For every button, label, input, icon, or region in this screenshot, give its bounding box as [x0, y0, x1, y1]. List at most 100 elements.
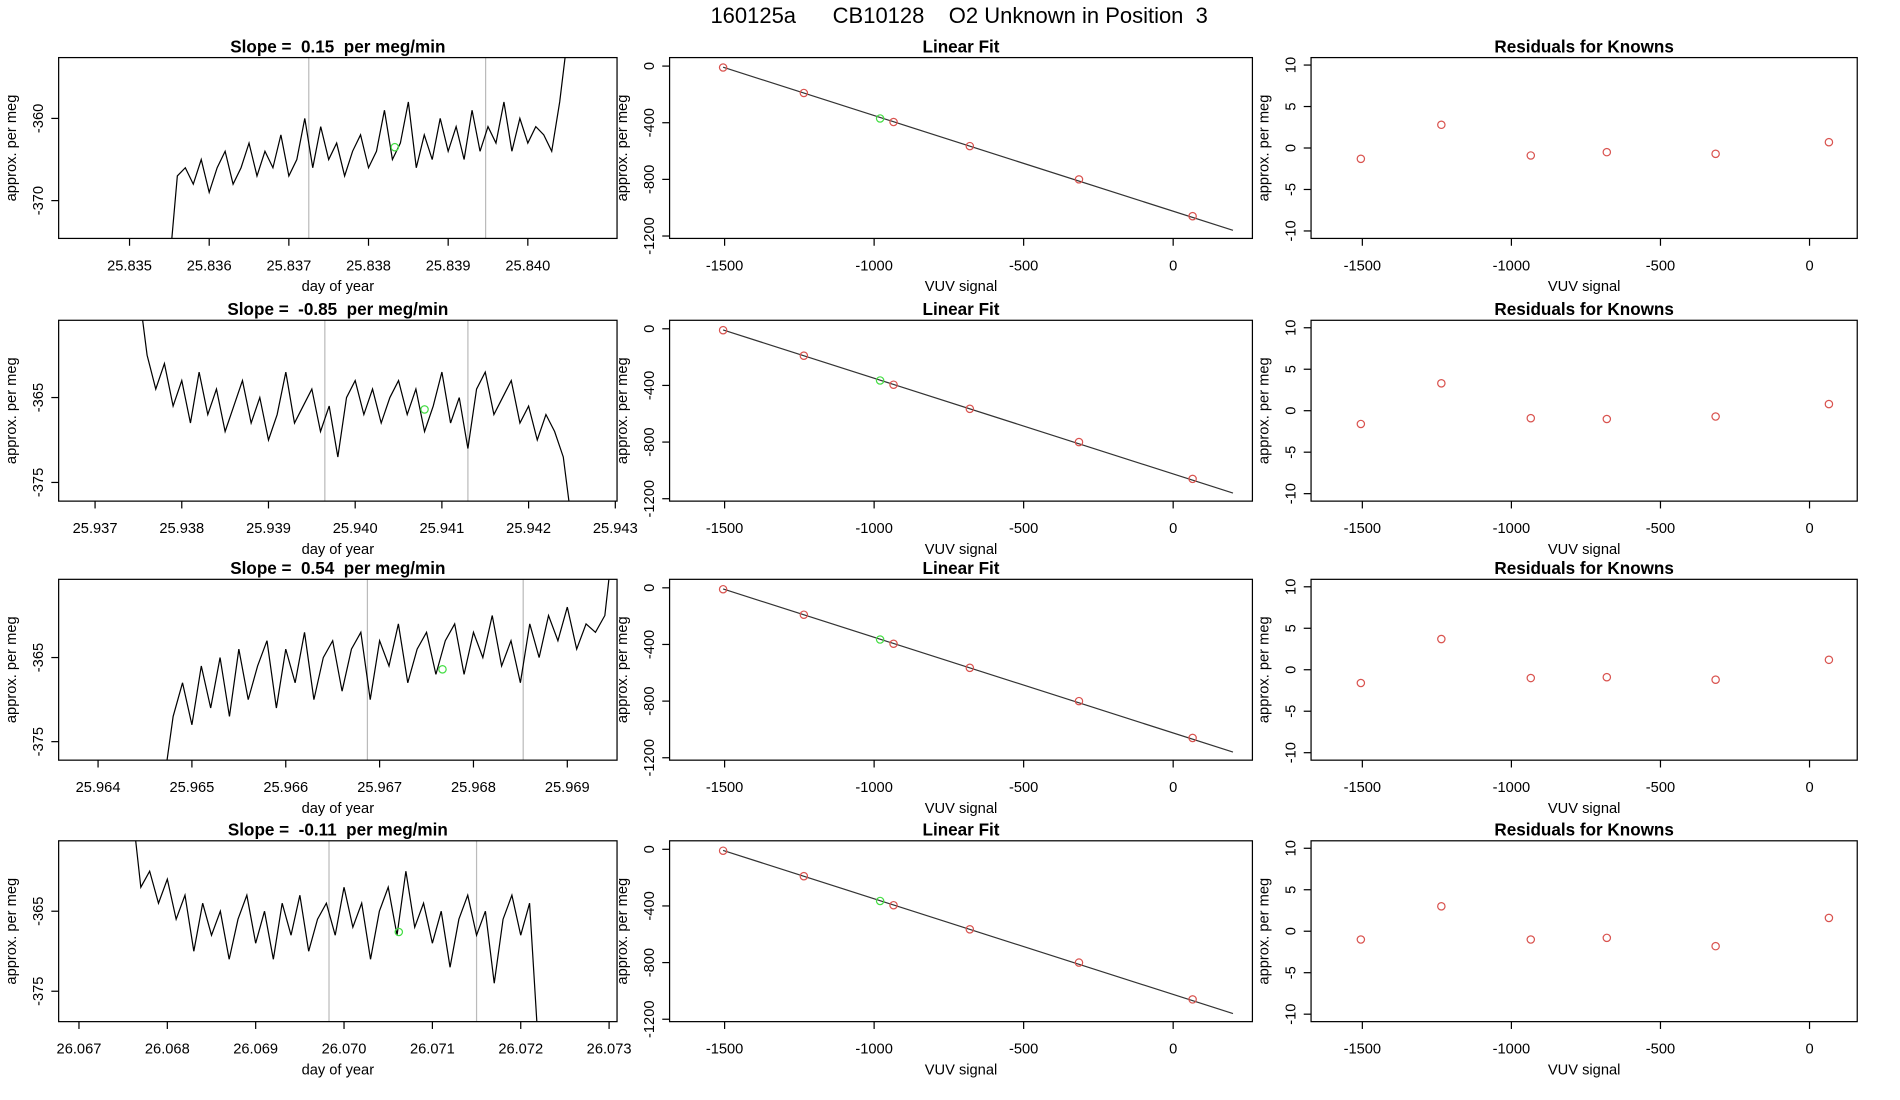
point	[1356, 678, 1366, 688]
point	[1602, 672, 1612, 682]
x-tick-label: 26.071	[410, 1042, 455, 1058]
point	[718, 846, 728, 855]
y-tick-label: -400	[642, 371, 658, 400]
y-tick-label: 10	[1283, 579, 1299, 595]
point	[1074, 958, 1084, 967]
y-tick-label: 0	[1283, 666, 1299, 674]
series-line	[142, 320, 570, 502]
x-tick-label: 0	[1169, 258, 1177, 274]
point	[1188, 211, 1197, 221]
plot-frame	[668, 578, 1254, 761]
y-tick-label: 10	[1283, 840, 1299, 856]
x-axis-label: VUV signal	[925, 279, 998, 295]
x-tick-label: -500	[1646, 521, 1675, 537]
y-tick-label: 0	[1283, 927, 1299, 935]
y-tick-label: -5	[1283, 183, 1299, 196]
point	[1711, 412, 1720, 421]
panel-title: Slope = 0.54 per meg/min	[230, 559, 445, 578]
y-axis-label: approx. per meg	[4, 357, 20, 464]
panel-title: Slope = -0.11 per meg/min	[228, 821, 448, 840]
point	[1437, 379, 1446, 388]
y-tick-label: -800	[642, 686, 658, 715]
point	[1711, 941, 1720, 951]
x-tick-label: 26.069	[233, 1042, 278, 1058]
x-tick-label: -500	[1009, 258, 1038, 274]
x-tick-label: 26.070	[322, 1042, 367, 1058]
y-tick-label: -400	[642, 108, 658, 137]
point	[965, 404, 975, 414]
point	[965, 663, 975, 673]
highlight-point	[394, 927, 404, 937]
plot-area	[718, 846, 1234, 1015]
panel: Residuals for Knowns VUV signal approx. pe…	[1257, 37, 1858, 295]
x-tick-label: -1000	[855, 1042, 893, 1058]
x-tick-label: -500	[1646, 258, 1675, 274]
x-axis-label: VUV signal	[1548, 1062, 1621, 1078]
y-axis-label: approx. per meg	[615, 878, 631, 985]
plot-area	[171, 57, 566, 239]
plot-frame	[1310, 319, 1858, 502]
x-tick-label: 25.940	[333, 521, 378, 537]
point	[965, 141, 975, 151]
panel-title: Linear Fit	[923, 559, 1000, 578]
plot-area	[1356, 634, 1834, 688]
y-tick-label: 0	[642, 62, 658, 70]
point	[1074, 437, 1084, 447]
point	[1188, 474, 1197, 484]
point	[1356, 419, 1366, 429]
x-tick-label: 26.067	[57, 1042, 102, 1058]
x-tick-label: 0	[1169, 1042, 1177, 1058]
y-tick-label: -375	[31, 468, 47, 497]
x-tick-label: -1000	[1493, 521, 1531, 537]
y-axis-label: approx. per meg	[4, 616, 20, 723]
plot-frame	[1310, 56, 1858, 240]
panel-title: Residuals for Knowns	[1494, 559, 1674, 578]
x-axis-label: VUV signal	[1548, 279, 1621, 295]
x-axis-label: day of year	[302, 801, 375, 817]
point	[1437, 902, 1446, 911]
x-tick-label: -500	[1646, 780, 1675, 796]
point	[1188, 733, 1197, 743]
x-tick-label: -1500	[1344, 1042, 1382, 1058]
y-tick-label: 0	[642, 845, 658, 853]
x-axis-label: VUV signal	[1548, 542, 1621, 558]
x-tick-label: 25.964	[76, 780, 121, 796]
plot-area	[135, 840, 538, 1022]
point	[799, 88, 809, 98]
y-tick-label: 10	[1283, 57, 1299, 73]
y-tick-label: -10	[1283, 220, 1299, 241]
y-tick-label: -5	[1283, 705, 1299, 718]
plot-area	[718, 325, 1234, 494]
x-axis-label: day of year	[302, 279, 375, 295]
x-tick-label: -1500	[1344, 780, 1382, 796]
x-tick-label: 25.939	[246, 521, 291, 537]
y-tick-label: -1200	[642, 1000, 658, 1038]
x-tick-label: 25.837	[266, 258, 311, 274]
x-tick-label: 0	[1805, 1042, 1813, 1058]
x-axis-label: VUV signal	[925, 542, 998, 558]
y-tick-label: -10	[1283, 742, 1299, 763]
point	[1074, 175, 1084, 184]
x-tick-label: 25.967	[357, 780, 402, 796]
y-tick-label: -1200	[642, 739, 658, 777]
x-tick-label: 25.941	[419, 521, 464, 537]
panel: Slope = -0.85 per meg/min day of year appr…	[4, 300, 638, 558]
point	[1824, 399, 1834, 409]
y-tick-label: -375	[31, 727, 47, 756]
panel: Linear Fit VUV signal approx. per meg -1500…	[615, 37, 1254, 295]
x-tick-label: -1500	[706, 521, 744, 537]
plot-frame	[58, 840, 618, 1023]
y-tick-label: -800	[642, 165, 658, 194]
point	[889, 639, 898, 649]
point	[799, 610, 809, 620]
plot-frame	[58, 578, 618, 761]
y-tick-label: -5	[1283, 446, 1299, 459]
y-axis-label: approx. per meg	[615, 95, 631, 202]
plot-frame	[668, 319, 1254, 502]
panel-title: Residuals for Knowns	[1494, 37, 1674, 56]
x-tick-label: 26.068	[145, 1042, 190, 1058]
y-tick-label: 10	[1283, 320, 1299, 336]
series-line	[135, 840, 538, 1022]
y-tick-label: -1200	[642, 217, 658, 255]
y-axis-label: approx. per meg	[615, 357, 631, 464]
